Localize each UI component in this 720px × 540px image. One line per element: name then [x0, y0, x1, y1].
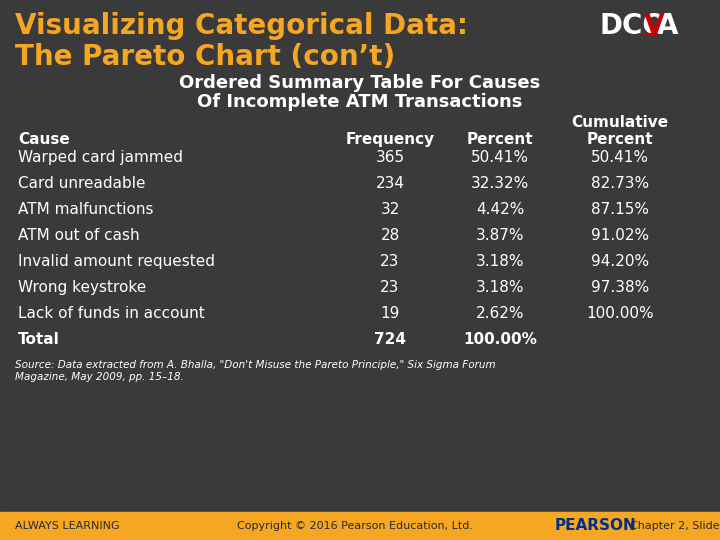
- Text: Warped card jammed: Warped card jammed: [18, 150, 183, 165]
- Text: Total: Total: [18, 332, 60, 347]
- Text: 91.02%: 91.02%: [591, 228, 649, 243]
- Text: 3.18%: 3.18%: [476, 280, 524, 295]
- Text: 100.00%: 100.00%: [586, 306, 654, 321]
- Text: Percent: Percent: [587, 132, 653, 147]
- Text: 3.18%: 3.18%: [476, 254, 524, 269]
- Text: Cause: Cause: [18, 132, 70, 147]
- Text: DCO: DCO: [600, 12, 667, 40]
- Text: 100.00%: 100.00%: [463, 332, 537, 347]
- Text: Chapter 2, Slide 24: Chapter 2, Slide 24: [630, 521, 720, 531]
- Text: 19: 19: [380, 306, 400, 321]
- Text: 234: 234: [376, 176, 405, 191]
- Text: 4.42%: 4.42%: [476, 202, 524, 217]
- Text: Source: Data extracted from A. Bhalla, "Don't Misuse the Pareto Principle," Six : Source: Data extracted from A. Bhalla, "…: [15, 360, 495, 382]
- Text: 82.73%: 82.73%: [591, 176, 649, 191]
- Text: 97.38%: 97.38%: [591, 280, 649, 295]
- Text: 2.62%: 2.62%: [476, 306, 524, 321]
- Text: 23: 23: [380, 280, 400, 295]
- Text: Visualizing Categorical Data:: Visualizing Categorical Data:: [15, 12, 468, 40]
- Text: ATM malfunctions: ATM malfunctions: [18, 202, 153, 217]
- Text: V: V: [644, 12, 665, 40]
- Text: The Pareto Chart (con’t): The Pareto Chart (con’t): [15, 43, 395, 71]
- Text: Card unreadable: Card unreadable: [18, 176, 145, 191]
- Text: 32: 32: [380, 202, 400, 217]
- Bar: [0, 512, 720, 540]
- Text: 365: 365: [375, 150, 405, 165]
- Text: Invalid amount requested: Invalid amount requested: [18, 254, 215, 269]
- Text: Ordered Summary Table For Causes: Ordered Summary Table For Causes: [179, 74, 541, 92]
- Text: 50.41%: 50.41%: [591, 150, 649, 165]
- Text: Lack of funds in account: Lack of funds in account: [18, 306, 204, 321]
- Text: 50.41%: 50.41%: [471, 150, 529, 165]
- Text: Frequency: Frequency: [346, 132, 435, 147]
- Text: Percent: Percent: [467, 132, 534, 147]
- Text: Copyright © 2016 Pearson Education, Ltd.: Copyright © 2016 Pearson Education, Ltd.: [237, 521, 473, 531]
- Text: 94.20%: 94.20%: [591, 254, 649, 269]
- Text: Cumulative: Cumulative: [572, 115, 669, 130]
- Text: 724: 724: [374, 332, 406, 347]
- Text: ATM out of cash: ATM out of cash: [18, 228, 140, 243]
- Text: Wrong keystroke: Wrong keystroke: [18, 280, 146, 295]
- Text: ALWAYS LEARNING: ALWAYS LEARNING: [15, 521, 120, 531]
- Text: 23: 23: [380, 254, 400, 269]
- Text: 87.15%: 87.15%: [591, 202, 649, 217]
- Text: A: A: [657, 12, 678, 40]
- Text: Of Incomplete ATM Transactions: Of Incomplete ATM Transactions: [197, 93, 523, 111]
- Text: 32.32%: 32.32%: [471, 176, 529, 191]
- Text: PEARSON: PEARSON: [555, 518, 636, 534]
- Text: 28: 28: [380, 228, 400, 243]
- Text: 3.87%: 3.87%: [476, 228, 524, 243]
